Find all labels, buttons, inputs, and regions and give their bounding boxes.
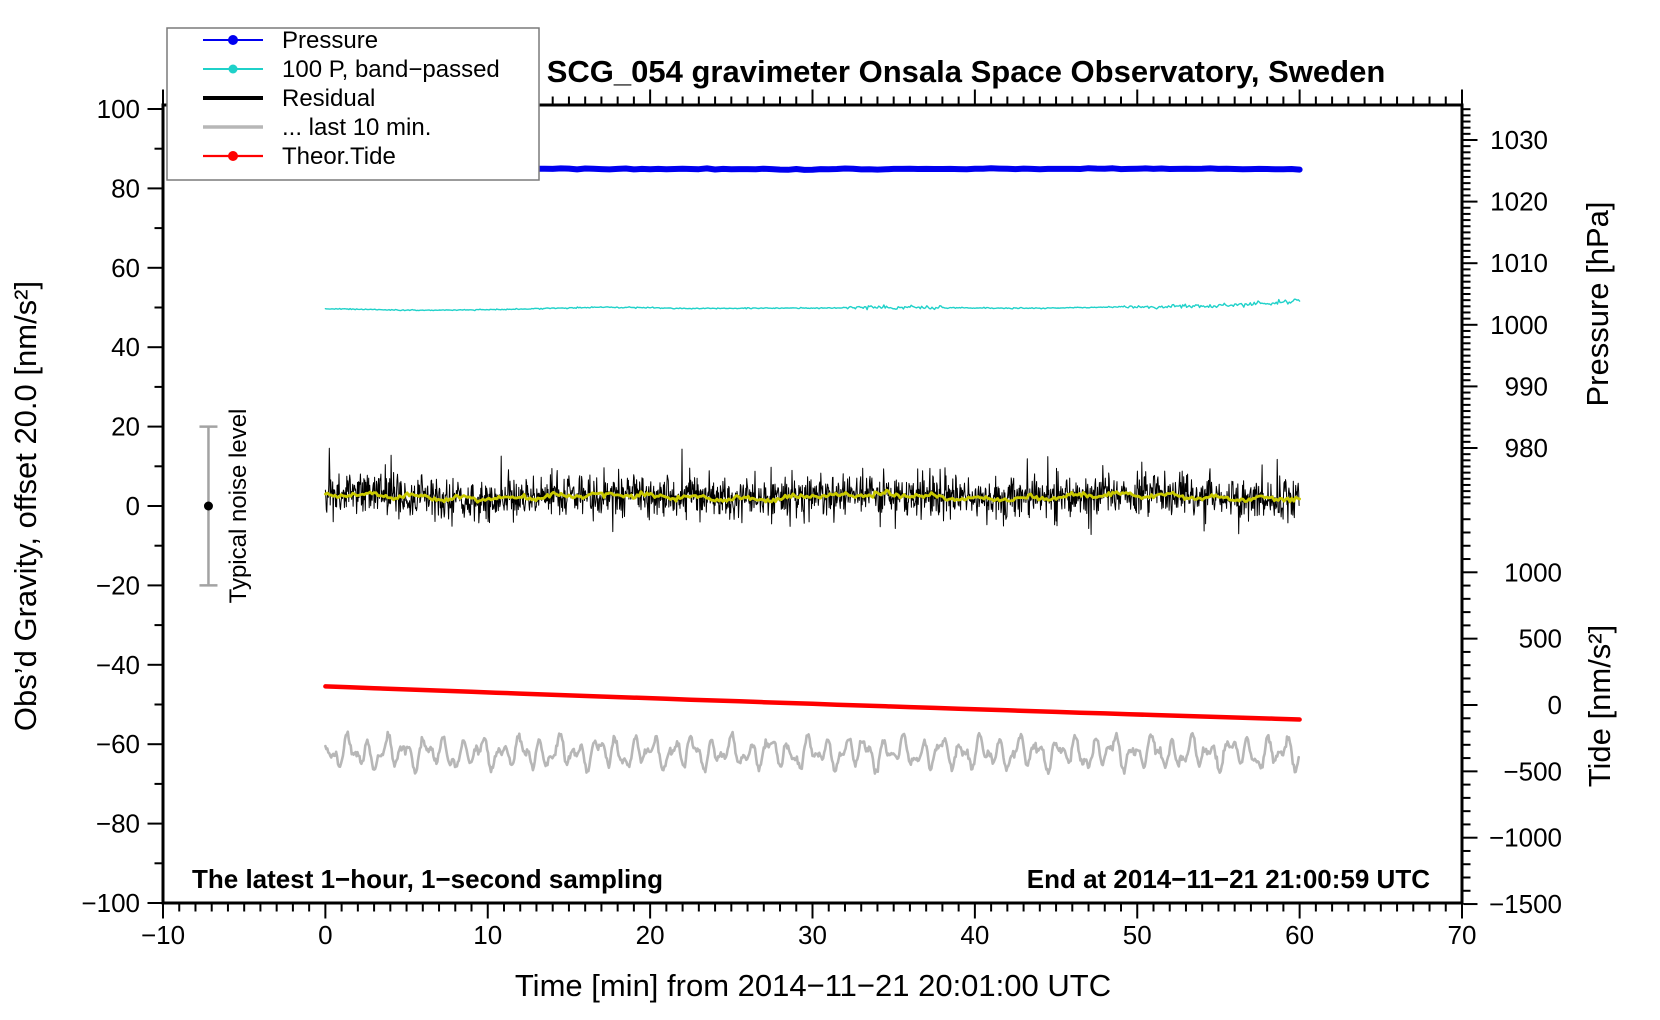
pressure-axis-title: Pressure [hPa] [1580,201,1615,406]
y-tick-label: −40 [96,650,140,680]
noise-center-dot [203,501,213,511]
pressure-tick-label: 1020 [1490,187,1548,217]
tide-tick-label: −1500 [1489,889,1562,919]
legend-samples [203,35,263,161]
tide-axis-title: Tide [nm/s²] [1582,625,1617,788]
x-tick-label: 20 [636,920,665,950]
plot-frame [161,103,1464,905]
y-tick-label: −80 [96,809,140,839]
legend-label-bandpassed: 100 P, band−passed [282,56,500,83]
tide-tick-label: −500 [1503,756,1562,786]
x-axis-title: Time [min] from 2014−11−21 20:01:00 UTC [515,968,1111,1003]
y-tick-label: 60 [111,253,140,283]
legend-label-theortide: Theor.Tide [282,143,396,170]
chart-title: SCG_054 gravimeter Onsala Space Observat… [547,54,1386,89]
tide-tick-label: 500 [1519,624,1562,654]
x-tick-label: 0 [318,920,332,950]
residual-trace [324,447,1300,535]
legend-label-last10min: ... last 10 min. [282,114,431,141]
y-tick-label: −20 [96,570,140,600]
y-tick-label: −100 [81,888,140,918]
x-tick-label: 50 [1123,920,1152,950]
x-tick-label: 70 [1448,920,1477,950]
plot-frame-group: −10 0 10 20 30 40 50 60 70100806040200−20−40−60−… [81,89,1562,950]
x-tick-label: 30 [798,920,827,950]
y-tick-label: 80 [111,173,140,203]
sampling-note: The latest 1−hour, 1−second sampling [192,864,663,894]
legend: Pressure 100 P, band−passed Residual ...… [166,27,540,181]
noise-errorbar-group [199,425,218,587]
y-tick-label: 0 [126,491,140,521]
pressure-tick-label: 990 [1505,371,1548,401]
y-tick-label: 40 [111,332,140,362]
legend-label-residual: Residual [282,85,375,112]
tide-tick-label: 0 [1548,690,1562,720]
legend-sample-dot [228,64,238,74]
legend-sample-dot [228,151,238,161]
end-time-note: End at 2014−11−21 21:00:59 UTC [1027,864,1430,894]
pressure-tick-label: 980 [1505,433,1548,463]
pressure-tick-label: 1000 [1490,310,1548,340]
x-tick-label: 10 [473,920,502,950]
y-tick-label: 20 [111,412,140,442]
y-tick-label: −60 [96,729,140,759]
x-tick-label: −10 [141,920,185,950]
x-tick-label: 60 [1285,920,1314,950]
y-tick-label: 100 [97,94,140,124]
legend-sample-dot [228,35,238,45]
pressure-tick-label: 1010 [1490,248,1548,278]
residual-smoothed-line [324,488,1301,504]
noise-level-label: Typical noise level [225,409,252,604]
left-axis-title: Obs’d Gravity, offset 20.0 [nm/s²] [8,281,43,731]
tide-line [323,684,1302,722]
last10min-trace [324,730,1300,775]
pressure-tick-label: 1030 [1490,125,1548,155]
tide-tick-label: 1000 [1504,557,1562,587]
x-tick-label: 40 [960,920,989,950]
bandpassed-line [324,298,1301,312]
tide-tick-label: −1000 [1489,823,1562,853]
legend-label-pressure: Pressure [282,27,378,54]
annotations: SCG_054 gravimeter Onsala Space Observat… [8,54,1617,1003]
series-group [322,165,1303,775]
